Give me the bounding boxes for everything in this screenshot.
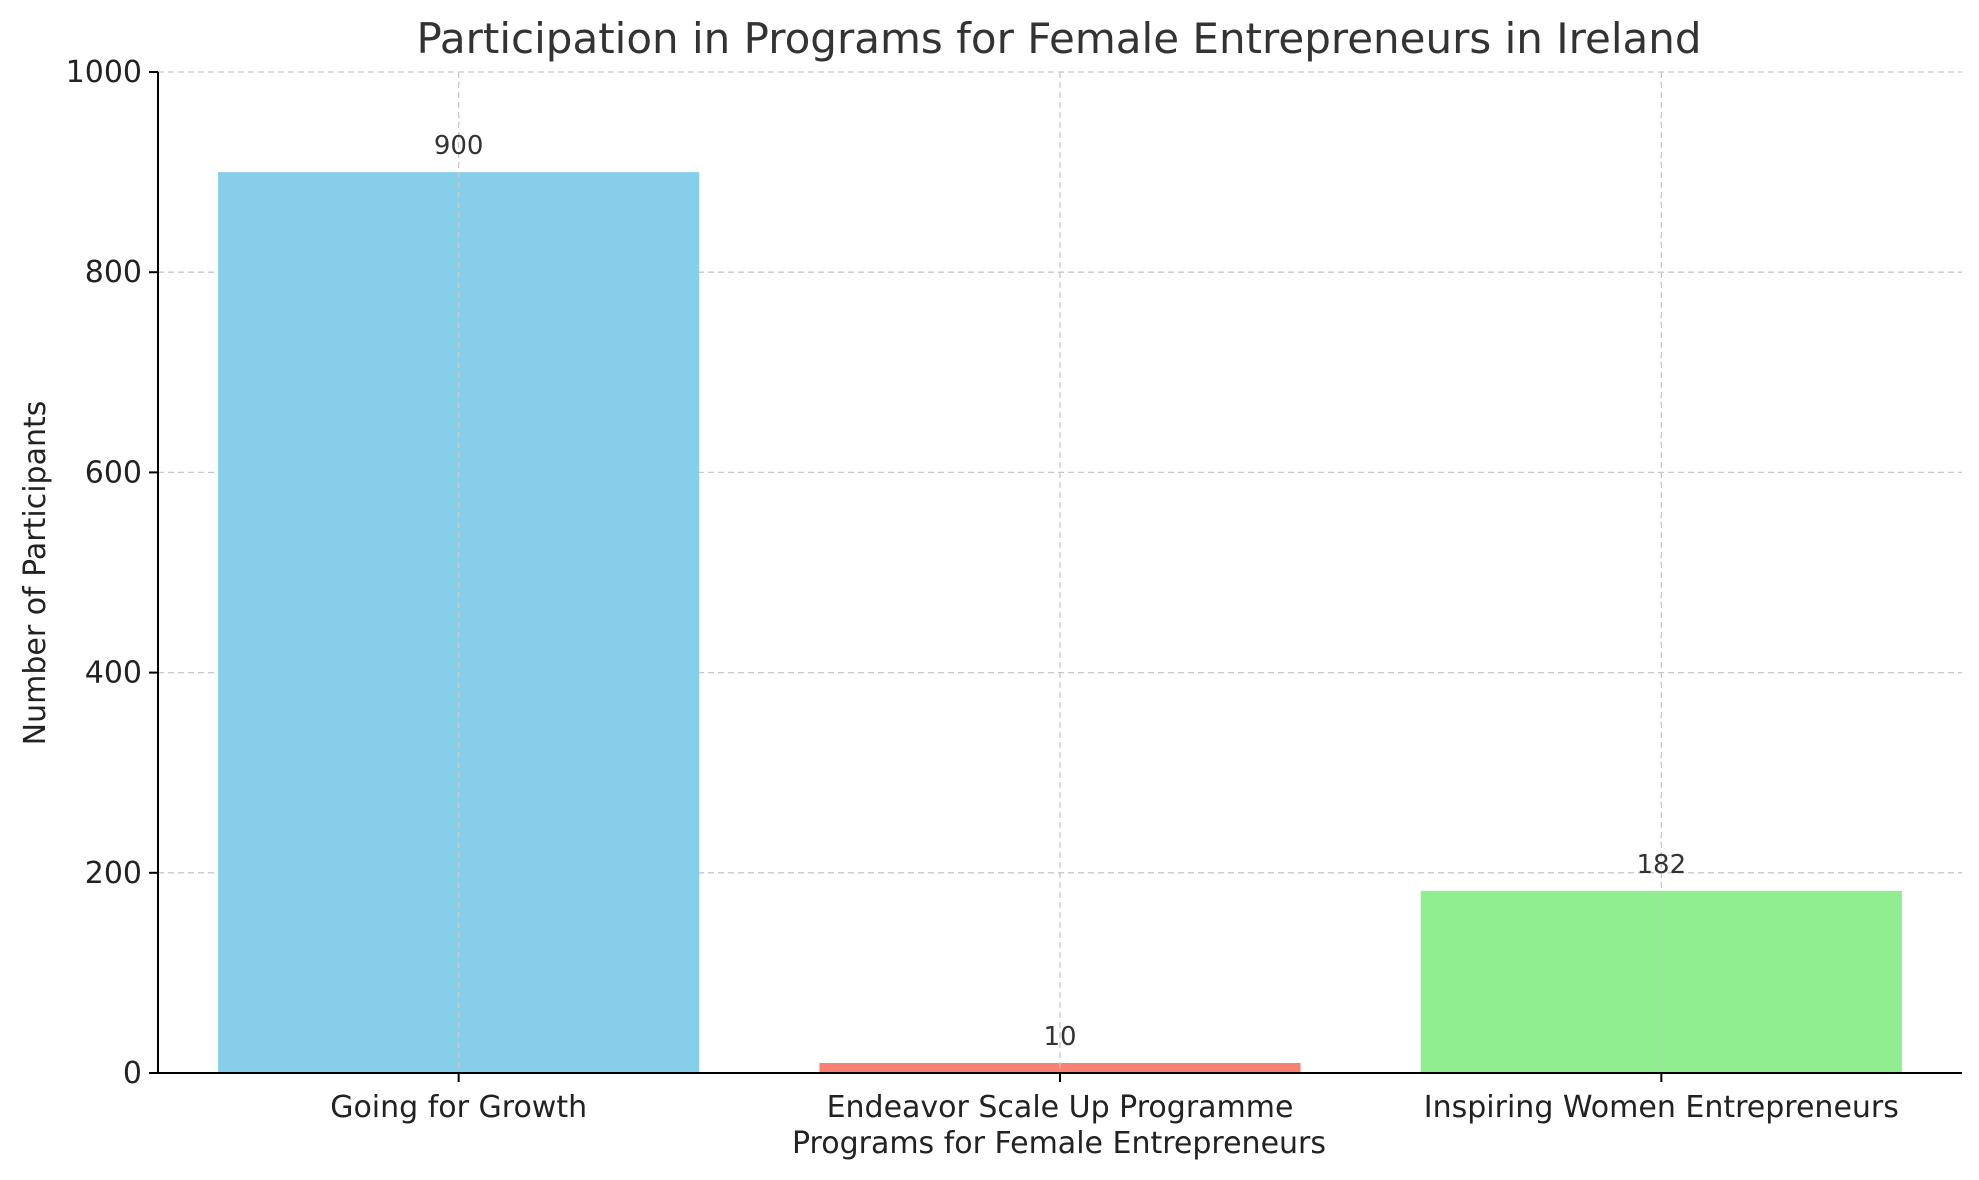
y-tick-label-0: 0	[123, 1056, 142, 1091]
x-tick-label-2: Inspiring Women Entrepreneurs	[1424, 1090, 1899, 1125]
value-labels: 900 10 182	[434, 72, 1686, 1073]
value-label-1: 10	[1043, 1022, 1076, 1052]
x-ticks: Going for Growth Endeavor Scale Up Progra…	[330, 1073, 1899, 1125]
y-tick-label-2: 400	[85, 656, 142, 691]
value-label-2: 182	[1637, 850, 1687, 880]
x-axis-label: Programs for Female Entrepreneurs	[792, 1126, 1326, 1161]
x-tick-label-0: Going for Growth	[330, 1090, 587, 1125]
value-label-0: 900	[434, 131, 484, 161]
y-axis-label: Number of Participants	[18, 401, 53, 746]
chart-title: Participation in Programs for Female Ent…	[416, 14, 1701, 63]
y-tick-label-5: 1000	[66, 55, 142, 90]
y-tick-label-1: 200	[85, 856, 142, 891]
y-tick-label-3: 600	[85, 455, 142, 490]
y-tick-label-4: 800	[85, 255, 142, 290]
x-tick-label-1: Endeavor Scale Up Programme	[827, 1090, 1294, 1125]
y-ticks: 0 200 400 600 800 1000	[66, 55, 158, 1091]
